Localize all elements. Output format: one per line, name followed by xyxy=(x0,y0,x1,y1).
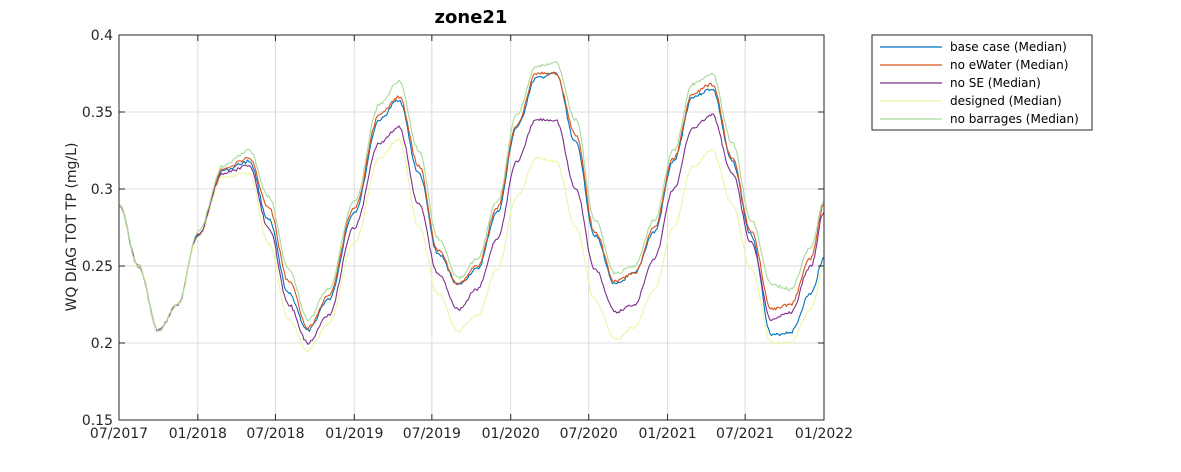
x-tick-label: 07/2017 xyxy=(90,426,148,442)
x-tick-label: 07/2019 xyxy=(403,426,461,442)
plot-area-frame xyxy=(118,34,825,421)
legend-label: no eWater (Median) xyxy=(950,58,1068,72)
chart-title: zone21 xyxy=(435,7,508,28)
y-axis-label: WQ DIAG TOT TP (mg/L) xyxy=(64,143,80,312)
series-line-1 xyxy=(118,71,825,332)
legend-label: no SE (Median) xyxy=(950,76,1041,90)
y-tick-label: 0.25 xyxy=(82,259,113,275)
x-tick-label: 01/2019 xyxy=(325,426,383,442)
axis-ticks: 07/2017 01/2018 07/2018 01/2019 07/2019 01/20… xyxy=(82,28,853,442)
series-line-2 xyxy=(118,113,825,345)
x-tick-label: 07/2020 xyxy=(560,426,618,442)
y-tick-label: 0.35 xyxy=(82,105,113,121)
y-tick-label: 0.15 xyxy=(82,413,113,429)
x-tick-label: 01/2021 xyxy=(638,426,696,442)
series-line-4 xyxy=(118,60,825,332)
legend-label: designed (Median) xyxy=(950,94,1062,108)
x-tick-label: 07/2021 xyxy=(716,426,774,442)
x-tick-label: 07/2018 xyxy=(246,426,304,442)
y-tick-label: 0.2 xyxy=(91,336,113,352)
series-line-3 xyxy=(118,137,825,353)
legend: base case (Median) no eWater (Median) no S… xyxy=(871,34,1093,131)
x-tick-label: 01/2022 xyxy=(795,426,853,442)
series-lines xyxy=(118,60,825,353)
legend-label: no barrages (Median) xyxy=(950,112,1079,126)
x-tick-label: 01/2020 xyxy=(482,426,540,442)
y-tick-label: 0.4 xyxy=(91,28,113,44)
y-tick-label: 0.3 xyxy=(91,182,113,198)
x-tick-label: 01/2018 xyxy=(169,426,227,442)
legend-label: base case (Median) xyxy=(950,40,1067,54)
